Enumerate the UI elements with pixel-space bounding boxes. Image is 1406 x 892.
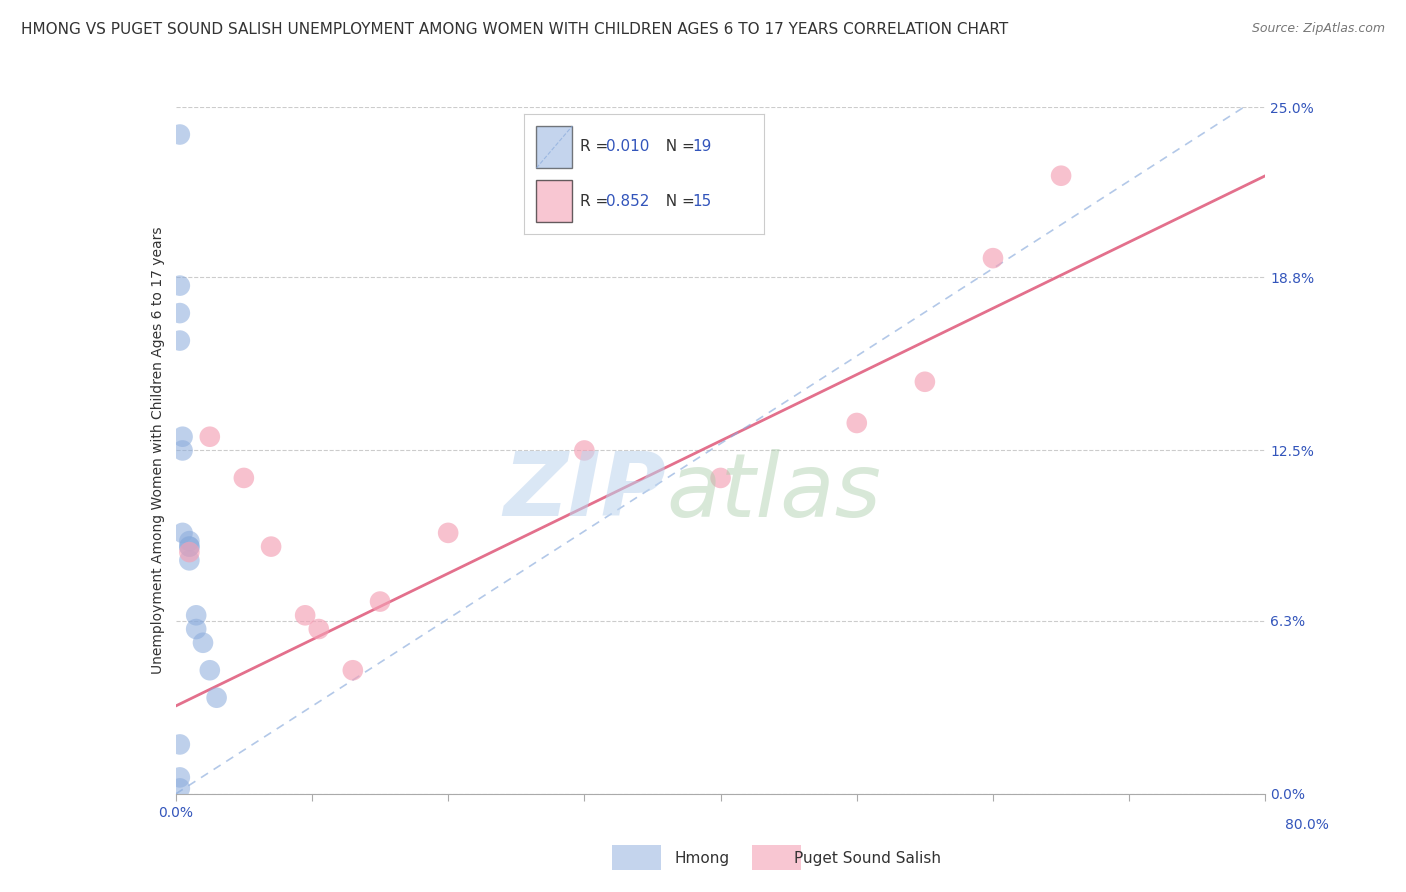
Text: Hmong: Hmong <box>675 851 730 865</box>
Point <box>981 251 1004 265</box>
Point <box>169 771 191 785</box>
Point <box>179 540 201 554</box>
Text: ZIP: ZIP <box>503 448 666 535</box>
Point <box>308 622 330 636</box>
Point <box>368 594 391 608</box>
Point <box>169 306 191 320</box>
Text: 80.0%: 80.0% <box>1285 818 1329 832</box>
Y-axis label: Unemployment Among Women with Children Ages 6 to 17 years: Unemployment Among Women with Children A… <box>150 227 165 674</box>
Point <box>179 545 201 559</box>
Point <box>169 334 191 348</box>
Point <box>169 781 191 796</box>
Point <box>172 525 194 540</box>
Point <box>172 430 194 444</box>
Point <box>186 622 208 636</box>
Point <box>169 738 191 752</box>
Point <box>169 128 191 142</box>
Point <box>574 443 596 458</box>
Point <box>710 471 733 485</box>
Point <box>294 608 316 623</box>
Point <box>179 534 201 549</box>
Point <box>437 525 460 540</box>
Point <box>260 540 283 554</box>
Point <box>232 471 254 485</box>
Text: Puget Sound Salish: Puget Sound Salish <box>794 851 942 865</box>
Point <box>179 553 201 567</box>
Point <box>342 663 364 677</box>
Point <box>172 443 194 458</box>
Text: Source: ZipAtlas.com: Source: ZipAtlas.com <box>1251 22 1385 36</box>
Point <box>914 375 936 389</box>
Point <box>845 416 868 430</box>
Point <box>169 278 191 293</box>
Point <box>1050 169 1073 183</box>
Text: HMONG VS PUGET SOUND SALISH UNEMPLOYMENT AMONG WOMEN WITH CHILDREN AGES 6 TO 17 : HMONG VS PUGET SOUND SALISH UNEMPLOYMENT… <box>21 22 1008 37</box>
Point <box>198 430 221 444</box>
Point <box>191 636 214 650</box>
Point <box>179 540 201 554</box>
Point <box>198 663 221 677</box>
Point <box>205 690 228 705</box>
Text: atlas: atlas <box>666 449 882 534</box>
Point <box>186 608 208 623</box>
